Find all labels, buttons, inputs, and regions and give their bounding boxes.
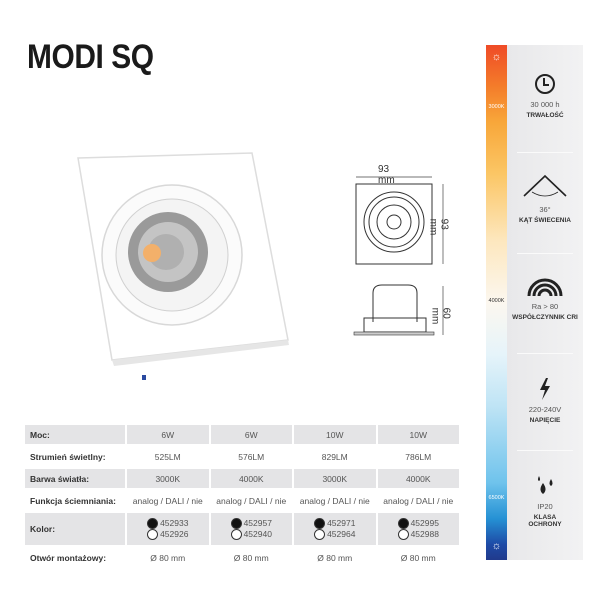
table-cell: 3000K: [293, 467, 378, 491]
table-cell: analog / DALI / nie: [293, 489, 378, 513]
table-row: Funkcja ściemniania: analog / DALI / nie a…: [25, 489, 461, 513]
table-cell: 829LM: [293, 445, 378, 469]
white-swatch-icon: [314, 529, 326, 541]
bar-label-6500k: 6500K: [488, 495, 505, 501]
table-cell: 452971 452964: [293, 511, 378, 548]
product-code: 452933: [160, 517, 189, 528]
table-cell: 6W: [126, 425, 211, 447]
table-cell: 525LM: [126, 445, 211, 469]
sun-icon: ☼: [491, 540, 502, 552]
product-code: 452964: [327, 529, 356, 539]
row-label: Funkcja ściemniania:: [25, 489, 127, 513]
color-temperature-bar: ☼ 3000K 4000K 6500K ☼: [486, 45, 507, 560]
feature-lifetime: 30 000 h TRWAŁOŚĆ: [507, 73, 583, 119]
table-cell: Ø 80 mm: [209, 546, 294, 570]
feature-value: Ra > 80: [531, 302, 559, 311]
table-cell: 452933 452926: [126, 511, 211, 548]
height-dimension: 93 mm: [427, 218, 450, 236]
feature-beam-angle: 36° KĄT ŚWIECENIA: [507, 170, 583, 224]
sun-icon: ☼: [491, 51, 502, 63]
row-label: Otwór montażowy:: [25, 546, 127, 570]
table-cell: 10W: [376, 425, 461, 447]
table-cell: 4000K: [209, 467, 294, 491]
bar-label-4000k: 4000K: [488, 298, 505, 304]
row-label: Moc:: [25, 425, 127, 447]
table-cell: 452995 452988: [376, 511, 461, 548]
table-cell: analog / DALI / nie: [376, 489, 461, 513]
color-option-black: 452933: [127, 518, 209, 529]
product-code: 452926: [160, 529, 189, 539]
white-swatch-icon: [147, 529, 159, 541]
table-cell: Ø 80 mm: [293, 546, 378, 570]
table-row: Strumień świetlny: 525LM 576LM 829LM 786LM: [25, 445, 461, 469]
black-swatch-icon: [397, 518, 409, 529]
color-option-white: 452964: [294, 529, 376, 541]
table-cell: Ø 80 mm: [126, 546, 211, 570]
black-swatch-icon: [314, 518, 326, 529]
product-code: 452995: [410, 517, 439, 528]
table-row: Moc: 6W 6W 10W 10W: [25, 425, 461, 447]
table-cell: 6W: [209, 425, 294, 447]
rainbow-icon: [527, 278, 563, 297]
feature-name: WSPÓŁCZYNNIK CRI: [512, 314, 578, 321]
product-code: 452940: [243, 529, 272, 539]
product-code: 452988: [410, 529, 439, 539]
table-cell: Ø 80 mm: [376, 546, 461, 570]
row-label: Kolor:: [25, 511, 127, 548]
divider: [517, 152, 573, 153]
table-cell: 10W: [293, 425, 378, 447]
spec-table: Moc: 6W 6W 10W 10W Strumień świetlny: 525LM 576…: [25, 425, 461, 570]
beam-angle-icon: [523, 174, 567, 197]
feature-name: KĄT ŚWIECENIA: [519, 217, 571, 224]
table-cell: 576LM: [209, 445, 294, 469]
lightning-icon: [540, 378, 550, 400]
feature-value: 30 000 h: [530, 100, 560, 109]
table-row: Barwa światła: 3000K 4000K 3000K 4000K: [25, 467, 461, 491]
table-cell: analog / DALI / nie: [126, 489, 211, 513]
row-label: Barwa światła:: [25, 467, 127, 491]
depth-dimension: 60 mm: [429, 307, 452, 325]
feature-ip: IP20 KLASA OCHRONY: [507, 475, 583, 528]
table-row: Otwór montażowy: Ø 80 mm Ø 80 mm Ø 80 mm Ø 8…: [25, 546, 461, 570]
feature-value: IP20: [537, 502, 553, 511]
feature-cri: Ra > 80 WSPÓŁCZYNNIK CRI: [507, 275, 583, 321]
color-option-white: 452926: [127, 529, 209, 541]
divider: [517, 353, 573, 354]
row-label: Strumień świetlny:: [25, 445, 127, 469]
product-photo: [77, 152, 289, 380]
white-swatch-icon: [230, 529, 242, 541]
width-dimension: 93 mm: [378, 164, 395, 186]
clock-icon: [535, 74, 555, 94]
product-title: MODI SQ: [27, 38, 154, 76]
table-row-kolor: Kolor: 452933 452926 452957 452940 452971 4529…: [25, 511, 461, 548]
feature-name: TRWAŁOŚĆ: [526, 112, 564, 119]
product-code: 452971: [327, 517, 356, 528]
table-cell: 3000K: [126, 467, 211, 491]
drops-icon: [538, 476, 553, 494]
product-code: 452957: [243, 517, 272, 528]
feature-value: 36°: [539, 205, 551, 214]
divider: [517, 253, 573, 254]
color-option-black: 452995: [378, 518, 460, 529]
feature-voltage: 220-240V NAPIĘCIE: [507, 378, 583, 424]
black-swatch-icon: [147, 518, 159, 529]
black-swatch-icon: [230, 518, 242, 529]
features-panel: 30 000 h TRWAŁOŚĆ 36° KĄT ŚWIECENIA Ra >…: [507, 45, 583, 560]
feature-value: 220-240V: [528, 405, 562, 414]
color-option-white: 452988: [378, 529, 460, 541]
table-cell: analog / DALI / nie: [209, 489, 294, 513]
bar-label-3000k: 3000K: [488, 104, 505, 110]
color-option-black: 452957: [211, 518, 293, 529]
table-cell: 786LM: [376, 445, 461, 469]
feature-name: KLASA OCHRONY: [528, 514, 562, 528]
feature-name: NAPIĘCIE: [529, 417, 561, 424]
table-cell: 452957 452940: [209, 511, 294, 548]
divider: [517, 450, 573, 451]
color-option-white: 452940: [211, 529, 293, 541]
color-option-black: 452971: [294, 518, 376, 529]
white-swatch-icon: [397, 529, 409, 541]
table-cell: 4000K: [376, 467, 461, 491]
